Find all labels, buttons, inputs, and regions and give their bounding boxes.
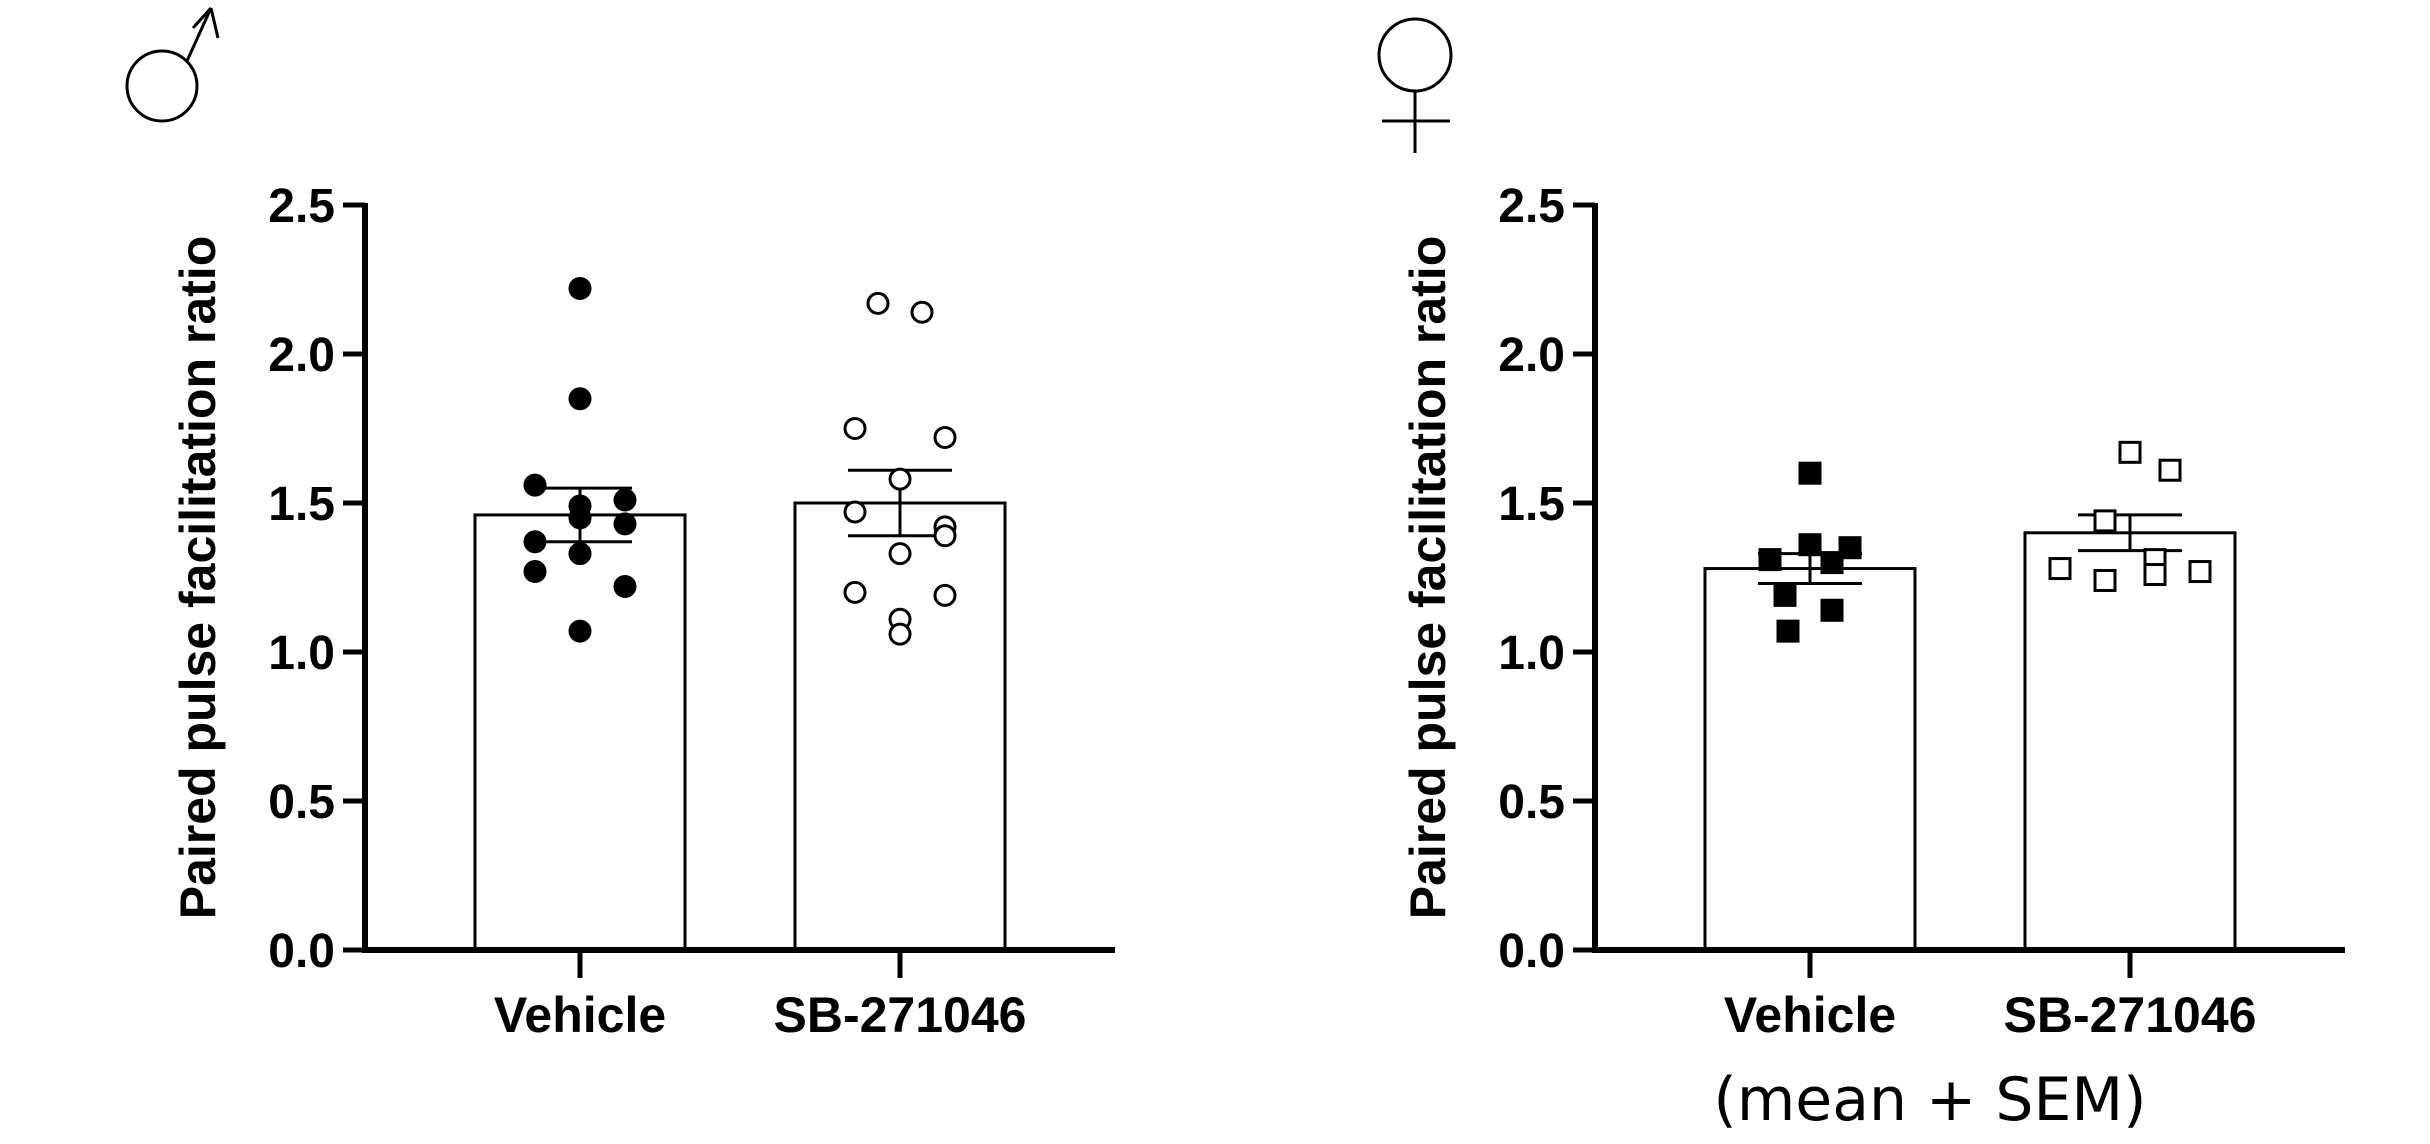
male-symbol-circle <box>125 49 199 123</box>
data-point <box>1798 461 1822 485</box>
data-point <box>1820 598 1844 622</box>
x-category-label: SB-271046 <box>2004 987 2257 1043</box>
data-point <box>2158 458 2182 482</box>
y-tick-label: 2.5 <box>1498 180 1565 233</box>
bar-vehicle <box>1703 567 1917 952</box>
male-symbol-arrow-head <box>209 7 220 39</box>
data-point <box>866 291 890 315</box>
bar-vehicle <box>473 513 687 952</box>
male-symbol-icon <box>125 6 220 123</box>
data-point <box>910 300 934 324</box>
data-point <box>1798 533 1822 557</box>
data-point <box>523 473 547 497</box>
bar-sb-271046 <box>793 501 1007 952</box>
y-tick-label: 1.0 <box>268 627 335 680</box>
footnote: (mean + SEM) <box>1713 1065 2146 1135</box>
data-point <box>613 512 637 536</box>
data-point <box>2188 560 2212 584</box>
data-point <box>1838 536 1862 560</box>
male-panel: Paired pulse facilitation ratio 0.0 0.5 1.0… <box>125 6 1115 1043</box>
data-point <box>523 530 547 554</box>
data-point <box>613 488 637 512</box>
data-point <box>568 619 592 643</box>
data-point <box>1776 619 1800 643</box>
y-tick-label: 0.0 <box>1498 925 1565 978</box>
data-point <box>1820 551 1844 575</box>
data-point <box>2143 563 2167 587</box>
data-point <box>2093 509 2117 533</box>
bar-sb-271046 <box>2023 531 2237 952</box>
female-symbol-circle <box>1377 17 1453 93</box>
data-point <box>933 583 957 607</box>
data-point <box>1773 583 1797 607</box>
y-tick-label: 0.5 <box>1498 776 1565 829</box>
data-point <box>613 574 637 598</box>
data-point <box>568 506 592 530</box>
y-axis-title: Paired pulse facilitation ratio <box>1400 236 1456 920</box>
x-category-label: Vehicle <box>494 987 666 1043</box>
female-symbol-icon <box>1377 17 1453 153</box>
y-tick-label: 1.0 <box>1498 627 1565 680</box>
y-tick-label: 0.5 <box>268 776 335 829</box>
data-point <box>568 542 592 566</box>
y-tick-label: 0.0 <box>268 925 335 978</box>
data-point <box>568 276 592 300</box>
data-point <box>843 580 867 604</box>
data-point <box>2093 568 2117 592</box>
data-point <box>933 524 957 548</box>
male-symbol-arrow-shaft <box>185 7 213 62</box>
x-category-label: Vehicle <box>1724 987 1896 1043</box>
male-symbol-arrow-head <box>191 6 213 30</box>
data-point <box>843 417 867 440</box>
y-tick-label: 2.0 <box>268 329 335 382</box>
y-tick-label: 2.0 <box>1498 329 1565 382</box>
data-point <box>2048 557 2072 581</box>
y-axis-title: Paired pulse facilitation ratio <box>170 236 226 920</box>
y-tick-label: 1.5 <box>268 478 335 531</box>
x-category-label: SB-271046 <box>774 987 1027 1043</box>
data-point <box>1758 548 1782 572</box>
data-point <box>888 542 912 566</box>
data-point <box>933 425 957 449</box>
data-point <box>2118 440 2142 464</box>
female-panel: Paired pulse facilitation ratio 0.0 0.5 1.0… <box>1377 17 2345 1043</box>
y-tick-label: 1.5 <box>1498 478 1565 531</box>
data-point <box>888 622 912 646</box>
y-tick-label: 2.5 <box>268 180 335 233</box>
data-point <box>843 500 867 524</box>
data-point <box>568 387 592 411</box>
data-point <box>888 467 912 491</box>
data-point <box>523 560 547 584</box>
